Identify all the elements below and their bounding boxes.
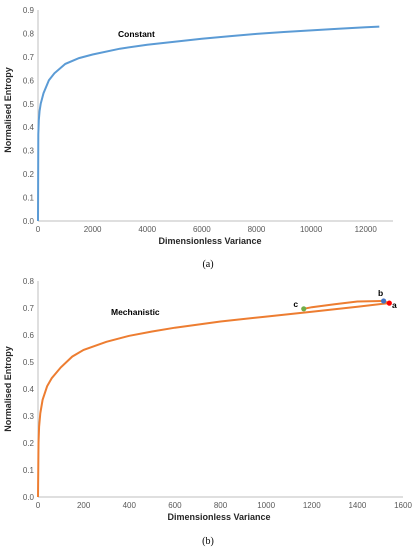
x-axis-title: Dimensionless Variance	[158, 236, 261, 246]
x-tick-label: 1400	[348, 501, 366, 510]
y-tick-label: 0.2	[23, 439, 35, 448]
y-tick-label: 0.8	[23, 277, 35, 286]
annotation-constant: Constant	[118, 29, 155, 39]
chart-mechanistic: 0.0 0.1 0.2 0.3 0.4 0.5 0.6 0.7 0.8 0 200 400 600 80…	[3, 277, 412, 547]
x-tick-label: 2000	[84, 225, 102, 234]
x-tick-label: 800	[214, 501, 228, 510]
y-tick-label: 0.0	[23, 217, 35, 226]
y-tick-label: 0.1	[23, 466, 35, 475]
y-tick-label: 0.3	[23, 412, 35, 421]
x-tick-label: 10000	[300, 225, 323, 234]
chart-constant: 0.0 0.1 0.2 0.3 0.4 0.5 0.6 0.7 0.8 0.9 0 2000 4000…	[3, 6, 393, 270]
point-c	[301, 306, 307, 312]
point-b	[381, 298, 387, 304]
caption-b: (b)	[202, 536, 214, 547]
y-tick-labels: 0.0 0.1 0.2 0.3 0.4 0.5 0.6 0.7 0.8 0.9	[23, 6, 35, 226]
y-tick-label: 0.1	[23, 194, 35, 203]
x-tick-label: 12000	[355, 225, 378, 234]
caption-b-text: (b)	[202, 536, 214, 547]
x-tick-label: 0	[36, 225, 41, 234]
y-tick-label: 0.4	[23, 123, 35, 132]
y-tick-label: 0.4	[23, 385, 35, 394]
x-tick-label: 8000	[248, 225, 266, 234]
caption-a-text: (a)	[202, 259, 213, 270]
y-tick-label: 0.7	[23, 304, 35, 313]
series-line-constant	[37, 25, 380, 222]
point-label-a: a	[392, 300, 397, 310]
point-a	[386, 300, 392, 306]
x-tick-label: 1600	[394, 501, 412, 510]
y-axis-title: Normalised Entropy	[3, 67, 13, 153]
series-line-mechanistic	[37, 299, 390, 498]
x-tick-label: 0	[36, 501, 41, 510]
x-tick-label: 200	[77, 501, 91, 510]
y-tick-label: 0.6	[23, 331, 35, 340]
x-tick-label: 400	[123, 501, 137, 510]
x-tick-labels: 0 2000 4000 6000 8000 10000 12000	[36, 225, 378, 234]
annotation-mechanistic: Mechanistic	[111, 307, 160, 317]
x-tick-label: 1200	[303, 501, 321, 510]
caption-a: (a)	[202, 259, 213, 270]
y-tick-label: 0.2	[23, 170, 35, 179]
y-tick-label: 0.0	[23, 493, 35, 502]
y-tick-label: 0.8	[23, 29, 35, 38]
y-tick-label: 0.5	[23, 358, 35, 367]
labelled-points: ab c	[293, 288, 397, 312]
y-tick-label: 0.7	[23, 53, 35, 62]
y-axis-title: Normalised Entropy	[3, 346, 13, 432]
y-tick-label: 0.3	[23, 147, 35, 156]
y-tick-label: 0.6	[23, 76, 35, 85]
y-tick-label: 0.9	[23, 6, 35, 15]
x-tick-label: 1000	[257, 501, 275, 510]
y-tick-labels: 0.0 0.1 0.2 0.3 0.4 0.5 0.6 0.7 0.8	[23, 277, 35, 502]
x-tick-label: 4000	[138, 225, 156, 234]
x-tick-label: 600	[168, 501, 182, 510]
x-tick-labels: 0 200 400 600 800 1000 1200 1400 1600	[36, 501, 413, 510]
x-tick-label: 6000	[193, 225, 211, 234]
point-label-c: c	[293, 299, 298, 309]
y-tick-label: 0.5	[23, 100, 35, 109]
x-axis-title: Dimensionless Variance	[167, 512, 270, 522]
point-label-b: b	[378, 288, 383, 298]
